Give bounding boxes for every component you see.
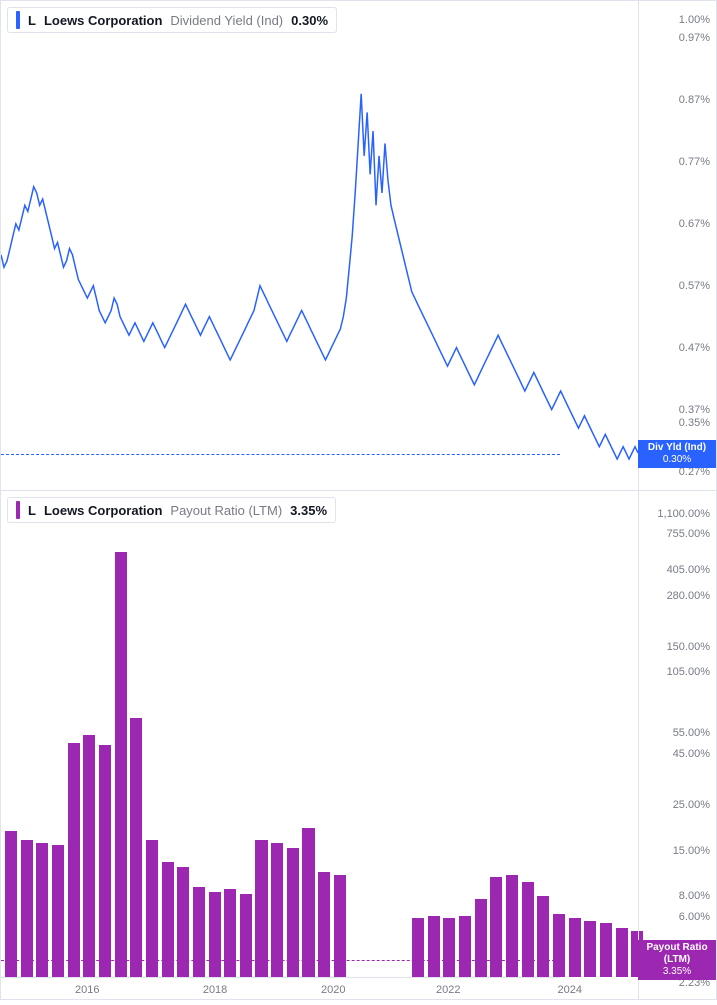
payout-bar [5,831,17,977]
payout-bar [115,552,127,977]
payout-bar [334,875,346,977]
payout-bar [287,848,299,977]
y-tick-label: 105.00% [667,666,710,678]
y-tick-label: 0.35% [679,417,710,429]
payout-bar [428,916,440,977]
current-value-line [1,960,560,961]
top-chart-area[interactable] [1,1,638,490]
dividend-yield-panel: L Loews Corporation Dividend Yield (Ind)… [0,0,717,490]
y-tick-label: 0.67% [679,218,710,230]
payout-bar [537,896,549,977]
payout-bar [490,877,502,977]
legend-metric: Payout Ratio (LTM) [170,503,282,518]
top-legend: L Loews Corporation Dividend Yield (Ind)… [7,7,337,33]
legend-color-bar [16,501,20,519]
payout-bar [255,840,267,977]
y-tick-label: 0.97% [679,32,710,44]
payout-bar [83,735,95,977]
badge-title: Payout Ratio (LTM) [642,942,712,966]
badge-value: 0.30% [642,454,712,466]
payout-bar [600,923,612,977]
y-tick-label: 8.00% [679,890,710,902]
legend-ticker: L [28,13,36,28]
payout-ratio-panel: L Loews Corporation Payout Ratio (LTM) 3… [0,490,717,1000]
payout-bar [224,889,236,977]
payout-bar [412,918,424,977]
legend-ticker: L [28,503,36,518]
payout-bar [569,918,581,977]
payout-bar [553,914,565,977]
y-tick-label: 280.00% [667,590,710,602]
legend-value: 0.30% [291,13,328,28]
x-axis: 20162018202020222024 [1,977,560,999]
payout-bar [616,928,628,977]
y-tick-label: 15.00% [673,845,710,857]
payout-bar [52,845,64,977]
bottom-chart-area[interactable]: 2016 2018 2020 2022 2024 [1,491,638,999]
y-tick-label: 150.00% [667,641,710,653]
dividend-yield-line [1,1,638,490]
y-tick-label: 0.27% [679,466,710,478]
legend-color-bar [16,11,20,29]
current-value-line [1,454,560,455]
payout-bar [99,745,111,977]
payout-bar [475,899,487,977]
y-tick-label: 0.77% [679,156,710,168]
payout-bar [36,843,48,977]
current-value-badge: Div Yld (Ind) 0.30% [638,440,716,468]
y-tick-label: 405.00% [667,564,710,576]
x-tick-label: 2024 [557,984,581,996]
y-tick-label: 55.00% [673,727,710,739]
payout-bar [443,918,455,977]
payout-bar [193,887,205,977]
payout-ratio-bars [1,491,638,977]
payout-bar [240,894,252,977]
payout-bar [459,916,471,977]
legend-value: 3.35% [290,503,327,518]
x-tick-label: 2018 [203,984,227,996]
payout-bar [522,882,534,977]
payout-bar [584,921,596,977]
y-tick-label: 0.37% [679,404,710,416]
x-tick-label: 2020 [321,984,345,996]
y-tick-label: 1,100.00% [657,508,710,520]
payout-bar [21,840,33,977]
payout-bar [302,828,314,977]
current-value-badge: Payout Ratio (LTM) 3.35% [638,940,716,980]
bottom-legend: L Loews Corporation Payout Ratio (LTM) 3… [7,497,336,523]
payout-bar [146,840,158,977]
top-y-axis: 1.00% 0.97% 0.87% 0.77% 0.67% 0.57% 0.47% 0.37%… [638,1,716,490]
payout-bar [506,875,518,977]
y-tick-label: 1.00% [679,14,710,26]
payout-bar [68,743,80,977]
payout-bar [271,843,283,977]
y-tick-label: 25.00% [673,799,710,811]
legend-metric: Dividend Yield (Ind) [170,13,283,28]
legend-company: Loews Corporation [44,503,162,518]
y-tick-label: 0.57% [679,280,710,292]
payout-bar [318,872,330,977]
x-tick-label: 2016 [75,984,99,996]
y-tick-label: 0.47% [679,342,710,354]
badge-value: 3.35% [642,966,712,978]
payout-bar [130,718,142,977]
y-tick-label: 45.00% [673,748,710,760]
y-tick-label: 0.87% [679,94,710,106]
y-tick-label: 6.00% [679,911,710,923]
payout-bar [209,892,221,977]
y-tick-label: 755.00% [667,528,710,540]
x-tick-label: 2022 [436,984,460,996]
bottom-y-axis: 1,100.00% 755.00% 405.00% 280.00% 150.00% 105… [638,491,716,999]
legend-company: Loews Corporation [44,13,162,28]
badge-title: Div Yld (Ind) [642,442,712,454]
